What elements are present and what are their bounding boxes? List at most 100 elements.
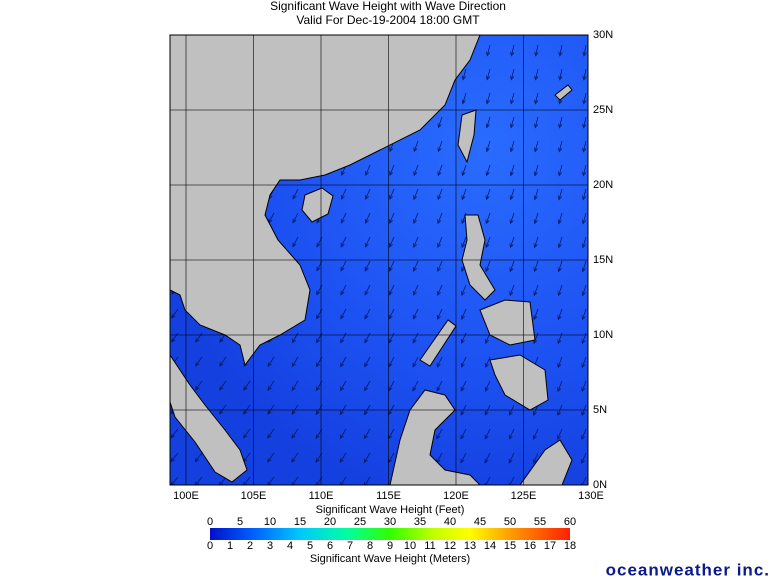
wave-arrow — [291, 356, 299, 368]
lat-label: 0N — [593, 479, 607, 491]
wave-arrow — [340, 236, 347, 248]
wave-arrow — [533, 188, 539, 201]
wave-arrow — [170, 476, 179, 485]
land-hainan — [301, 187, 334, 223]
wave-arrow — [365, 188, 371, 200]
wave-arrow — [557, 380, 563, 393]
meters-tick-label: 7 — [347, 540, 353, 552]
wave-arrow — [533, 284, 539, 297]
feet-tick-label: 55 — [534, 516, 546, 528]
wave-arrow — [581, 428, 587, 441]
wave-arrow — [339, 428, 347, 440]
lat-label: 5N — [593, 404, 607, 416]
wave-arrow — [412, 380, 419, 392]
wave-arrow — [460, 428, 467, 440]
wave-arrow — [363, 452, 371, 464]
meters-tick-label: 17 — [544, 540, 556, 552]
wave-arrow — [389, 188, 395, 201]
map-area — [170, 35, 588, 485]
feet-label: Significant Wave Height (Feet) — [316, 504, 465, 516]
wave-arrow — [195, 356, 203, 367]
wave-arrow — [267, 380, 275, 391]
feet-tick-label: 0 — [207, 516, 213, 528]
wave-arrow — [437, 140, 443, 153]
wave-arrow — [436, 356, 443, 368]
wave-arrow — [461, 188, 467, 201]
wave-arrow — [557, 188, 563, 201]
feet-tick-label: 35 — [414, 516, 426, 528]
wave-arrow — [364, 308, 371, 320]
wave-arrow — [339, 380, 347, 392]
wave-arrow — [412, 284, 419, 296]
feet-tick-label: 20 — [324, 516, 336, 528]
wave-arrow — [413, 164, 419, 177]
wave-arrow — [340, 284, 347, 296]
wave-arrow — [581, 476, 587, 485]
wave-arrow — [412, 356, 419, 368]
meters-tick-label: 11 — [424, 540, 435, 552]
wave-arrow — [340, 188, 347, 200]
wave-arrow — [581, 308, 587, 321]
wave-arrow — [510, 92, 515, 105]
lon-label: 120E — [443, 490, 469, 502]
wave-arrow — [436, 380, 443, 392]
wave-arrow — [581, 212, 587, 225]
wave-arrow — [508, 476, 515, 485]
lon-label: 100E — [173, 490, 199, 502]
wave-arrow — [194, 380, 203, 391]
wave-arrow — [219, 356, 227, 367]
wave-arrow — [485, 188, 491, 201]
wave-arrow — [437, 212, 443, 225]
wave-arrow — [460, 380, 467, 392]
wave-arrow — [509, 140, 515, 153]
lon-label: 125E — [511, 490, 537, 502]
wave-arrow — [461, 284, 467, 297]
wave-arrow — [557, 260, 563, 273]
wave-arrow — [437, 284, 443, 296]
wave-arrow — [340, 356, 347, 368]
wave-arrow — [267, 428, 275, 439]
wave-arrow — [364, 356, 371, 368]
wave-arrow — [533, 140, 539, 153]
wave-arrow — [557, 284, 563, 297]
wave-arrow — [558, 116, 563, 129]
feet-tick-label: 40 — [444, 516, 456, 528]
wave-arrow — [267, 404, 275, 415]
wave-arrow — [292, 212, 299, 224]
feet-tick-label: 60 — [564, 516, 576, 528]
wave-arrow — [291, 452, 299, 463]
wave-arrow — [291, 380, 299, 392]
wave-arrow — [582, 164, 587, 177]
feet-tick-label: 5 — [237, 516, 243, 528]
meters-tick-label: 13 — [464, 540, 476, 552]
wave-arrow — [509, 164, 515, 177]
wave-arrow — [581, 380, 587, 393]
wave-arrow — [243, 404, 251, 415]
wave-arrow — [484, 452, 491, 464]
land-luzon — [461, 214, 496, 301]
wave-arrow — [388, 236, 395, 248]
wave-arrow — [509, 188, 515, 201]
wave-arrow — [582, 44, 587, 57]
meters-tick-label: 4 — [287, 540, 293, 552]
wave-arrow — [461, 92, 467, 105]
wave-arrow — [485, 260, 491, 273]
wave-arrow — [461, 308, 467, 320]
wave-arrow — [557, 164, 563, 177]
wave-arrow — [533, 260, 539, 273]
wave-arrow — [291, 332, 299, 344]
wave-arrow — [485, 116, 491, 129]
meters-tick-label: 16 — [524, 540, 536, 552]
wave-arrow — [557, 428, 563, 440]
meters-tick-label: 18 — [564, 540, 576, 552]
meters-tick-label: 12 — [444, 540, 456, 552]
feet-tick-label: 45 — [474, 516, 486, 528]
wave-arrow — [532, 452, 539, 464]
wave-arrow — [243, 380, 251, 391]
wave-arrow — [413, 140, 419, 153]
meters-tick-label: 10 — [404, 540, 416, 552]
wave-arrow — [388, 284, 395, 296]
wave-arrow — [219, 404, 227, 415]
wave-arrow — [484, 380, 491, 392]
wave-arrow — [437, 188, 443, 201]
